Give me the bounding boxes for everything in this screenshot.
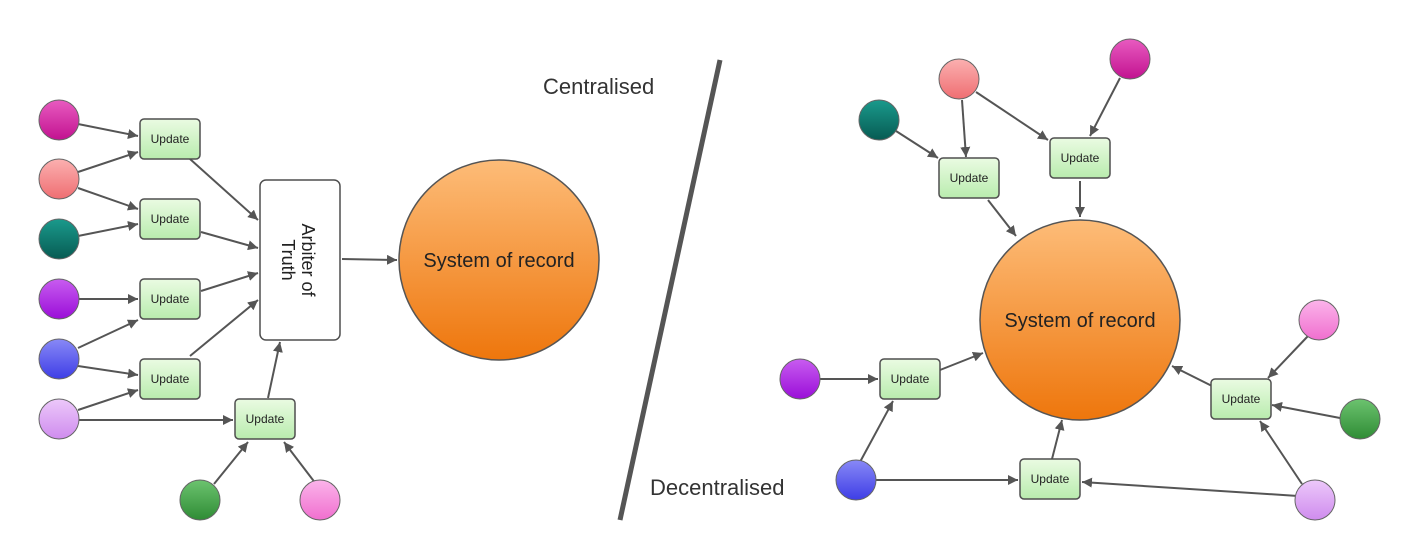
decentralised-section	[820, 77, 1341, 497]
source-node-green	[1339, 398, 1381, 440]
arbiter-label-line1: Arbiter of	[298, 223, 318, 297]
decentralised-title: Decentralised	[650, 475, 785, 500]
source-node-pink	[299, 479, 341, 521]
update-label: Update	[950, 171, 989, 185]
system-of-record-label: System of record	[423, 250, 574, 272]
update-label: Update	[151, 132, 190, 146]
source-node-pink	[1298, 299, 1340, 341]
source-node-magenta	[38, 99, 80, 141]
system-of-record-decentralised: System of record	[979, 219, 1181, 421]
source-node-blue	[38, 338, 80, 380]
source-node-lavender	[1294, 479, 1336, 521]
arbiter-of-truth-box: Arbiter of Truth	[259, 179, 341, 341]
source-node-purple	[779, 358, 821, 400]
divider-line	[617, 59, 723, 521]
update-box: Update	[938, 157, 1000, 199]
update-label: Update	[1061, 151, 1100, 165]
update-box: Update	[234, 398, 296, 440]
update-box: Update	[139, 198, 201, 240]
centralised-section	[77, 123, 398, 485]
arbiter-label-line2: Truth	[278, 239, 298, 280]
source-node-teal	[858, 99, 900, 141]
update-label: Update	[151, 292, 190, 306]
update-box: Update	[1049, 137, 1111, 179]
update-box: Update	[1019, 458, 1081, 500]
update-box: Update	[139, 118, 201, 160]
update-label: Update	[891, 372, 930, 386]
source-node-lavender	[38, 398, 80, 440]
update-label: Update	[151, 212, 190, 226]
system-of-record-centralised: System of record	[398, 159, 600, 361]
update-label: Update	[1031, 472, 1070, 486]
source-node-teal	[38, 218, 80, 260]
update-box: Update	[139, 358, 201, 400]
source-node-blue	[835, 459, 877, 501]
source-node-purple	[38, 278, 80, 320]
source-node-salmon	[38, 158, 80, 200]
update-label: Update	[151, 372, 190, 386]
source-node-magenta	[1109, 38, 1151, 80]
update-label: Update	[246, 412, 285, 426]
update-box: Update	[1210, 378, 1272, 420]
source-node-green	[179, 479, 221, 521]
update-box: Update	[139, 278, 201, 320]
system-of-record-label: System of record	[1004, 310, 1155, 332]
update-box: Update	[879, 358, 941, 400]
source-node-salmon	[938, 58, 980, 100]
update-label: Update	[1222, 392, 1261, 406]
centralised-title: Centralised	[543, 74, 654, 99]
